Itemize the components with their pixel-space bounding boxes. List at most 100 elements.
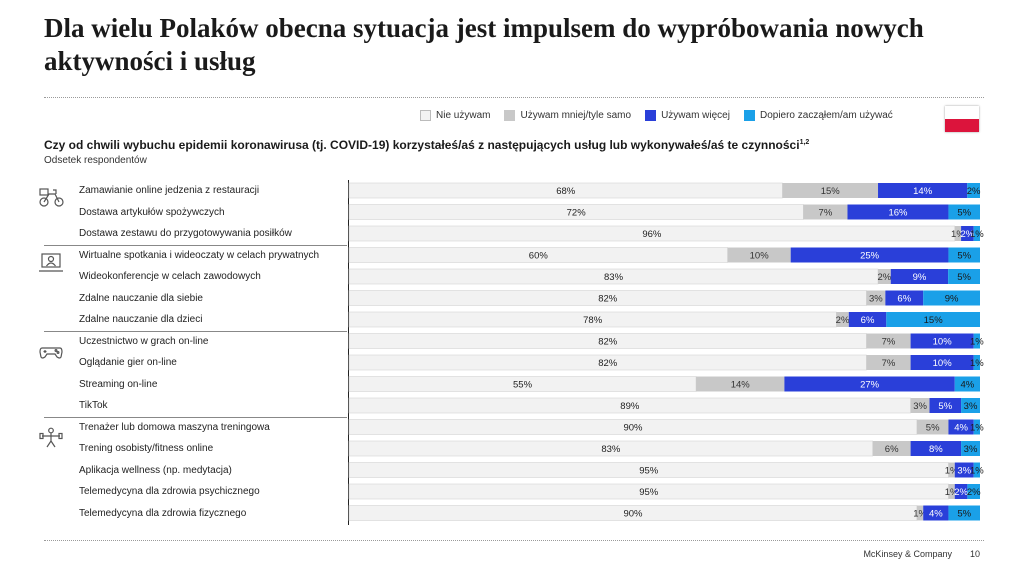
- bar-segment: [885, 290, 924, 306]
- bar-segment: [916, 505, 924, 521]
- bar-segment: [848, 312, 887, 327]
- legend-item: Używam mniej/tyle samo: [504, 110, 631, 121]
- bar-segment: [961, 226, 974, 241]
- chart-question: Czy od chwili wybuchu epidemii koronawir…: [44, 138, 809, 152]
- title-divider: [44, 97, 984, 98]
- data-label: 6%: [861, 315, 875, 326]
- flag-bottom-stripe: [945, 119, 979, 132]
- poland-flag: [945, 106, 979, 132]
- page-title: Dla wielu Polaków obecna sytuacja jest i…: [44, 13, 924, 76]
- data-label: 55%: [513, 380, 533, 391]
- data-label: 6%: [897, 294, 911, 305]
- data-label: 2%: [961, 229, 975, 240]
- bar-segment: [910, 355, 974, 370]
- bar-segment: [948, 462, 955, 478]
- question-text: Czy od chwili wybuchu epidemii koronawir…: [44, 138, 800, 152]
- category-label: Dostawa zestawu do przygotowywania posił…: [79, 228, 292, 239]
- data-label: 3%: [964, 444, 978, 455]
- data-label: 95%: [639, 466, 659, 477]
- bar-segment: [910, 333, 974, 349]
- data-label: 60%: [529, 251, 549, 262]
- bar-segment: [923, 290, 980, 306]
- bar-segment: [866, 333, 911, 349]
- legend-swatch: [743, 110, 755, 121]
- category-label: Dostawa artykułów spożywczych: [79, 206, 225, 218]
- fitness-icon: [39, 427, 63, 448]
- category-label: Wirtualne spotkania i wideoczaty w celac…: [79, 249, 320, 261]
- data-label: 1%: [945, 487, 959, 498]
- bar-segment: [782, 183, 879, 198]
- data-label: 9%: [913, 272, 927, 283]
- category-label: Streaming on-line: [79, 378, 158, 390]
- bar-segment: [948, 247, 980, 263]
- data-label: 2%: [878, 272, 892, 283]
- data-label: 14%: [731, 380, 751, 391]
- data-label: 7%: [882, 358, 896, 369]
- bar-segment: [948, 269, 980, 284]
- data-label: 3%: [957, 466, 971, 477]
- legend-label: Dopiero zacząłem/am używać: [759, 110, 893, 121]
- bar-segment: [954, 376, 980, 392]
- bar-segment: [973, 355, 980, 370]
- legend: Nie używam Używam mniej/tyle samo Używam w…: [420, 110, 893, 121]
- bar-segment: [886, 312, 980, 327]
- bar-segment: [923, 505, 949, 521]
- data-label: 27%: [860, 380, 880, 391]
- bar-segment: [866, 290, 886, 306]
- data-label: 2%: [967, 186, 981, 197]
- data-label: 1%: [913, 509, 927, 520]
- data-label: 7%: [819, 208, 833, 219]
- category-label: Wideokonferencje w celach zawodowych: [79, 271, 261, 282]
- data-label: 10%: [933, 358, 953, 369]
- data-label: 1%: [970, 358, 984, 369]
- page-number: 10: [969, 549, 980, 559]
- data-label: 72%: [567, 208, 587, 219]
- bar-segment: [790, 247, 949, 263]
- bar-segment: [727, 247, 791, 263]
- data-label: 6%: [885, 444, 899, 455]
- data-label: 25%: [860, 251, 880, 262]
- category-label: Uczestnictwo w grach on-line: [79, 335, 209, 347]
- data-label: 82%: [598, 294, 618, 305]
- legend-label: Nie używam: [436, 110, 491, 121]
- data-label: 1%: [951, 229, 965, 240]
- data-label: 4%: [954, 423, 968, 434]
- data-label: 83%: [601, 444, 621, 455]
- category-label: Trenażer lub domowa maszyna treningowa: [79, 421, 270, 433]
- group-separator: [44, 416, 347, 418]
- legend-swatch: [504, 110, 516, 121]
- data-label: 1%: [970, 466, 984, 477]
- data-label: 82%: [598, 337, 618, 348]
- category-label: Zdalne nauczanie dla dzieci: [79, 314, 203, 325]
- footer-company: McKinsey & Company: [863, 549, 952, 559]
- data-label: 5%: [938, 401, 952, 412]
- data-label: 9%: [945, 294, 959, 305]
- data-label: 5%: [957, 509, 971, 520]
- data-label: 1%: [970, 229, 984, 240]
- bar-segment: [916, 419, 949, 435]
- data-label: 15%: [924, 315, 944, 326]
- bar-segment: [954, 484, 968, 499]
- food-delivery-icon: [39, 188, 64, 207]
- data-label: 2%: [836, 315, 850, 326]
- data-label: 10%: [750, 251, 770, 262]
- bar-segment: [910, 398, 930, 413]
- bar-segment: [973, 419, 980, 435]
- data-label: 14%: [913, 186, 933, 197]
- bar-segment: [878, 269, 891, 284]
- legend-swatch: [645, 110, 657, 121]
- category-label: Telemedycyna dla zdrowia psychicznego: [79, 486, 260, 497]
- bar-segment: [973, 333, 980, 349]
- bar-segment: [961, 441, 980, 456]
- chart-subtitle: Odsetek respondentów: [44, 155, 147, 166]
- category-label: Zamawianie online jedzenia z restauracji: [79, 185, 260, 196]
- legend-swatch: [420, 110, 431, 121]
- data-label: 1%: [970, 337, 984, 348]
- bar-segment: [696, 376, 785, 392]
- bar-segment: [890, 269, 949, 284]
- data-label: 3%: [913, 401, 927, 412]
- data-label: 1%: [970, 423, 984, 434]
- bar-segment: [784, 376, 955, 392]
- bar-segment: [847, 204, 949, 220]
